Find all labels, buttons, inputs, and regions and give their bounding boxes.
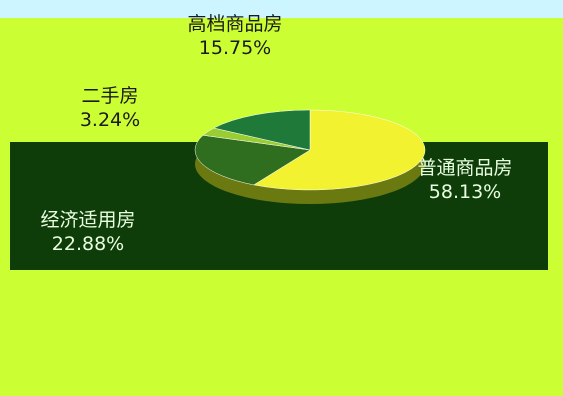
pie-slice bbox=[253, 109, 426, 191]
slice-label: 普通商品房 58.13% bbox=[405, 156, 525, 204]
top-strip bbox=[0, 0, 563, 18]
value-label: 3.24% bbox=[79, 109, 141, 131]
value-label: 15.75% bbox=[198, 37, 272, 59]
slice-label: 高档商品房 15.75% bbox=[175, 12, 295, 60]
category-label: 经济适用房 bbox=[40, 209, 136, 231]
pie-slice bbox=[194, 134, 311, 186]
slice-label: 二手房 3.24% bbox=[55, 84, 165, 132]
category-label: 普通商品房 bbox=[417, 157, 513, 179]
category-label: 二手房 bbox=[81, 85, 139, 107]
value-label: 22.88% bbox=[51, 233, 125, 255]
category-label: 高档商品房 bbox=[187, 13, 283, 35]
value-label: 58.13% bbox=[428, 181, 502, 203]
slice-label: 经济适用房 22.88% bbox=[28, 208, 148, 256]
pie-slice bbox=[213, 109, 311, 151]
